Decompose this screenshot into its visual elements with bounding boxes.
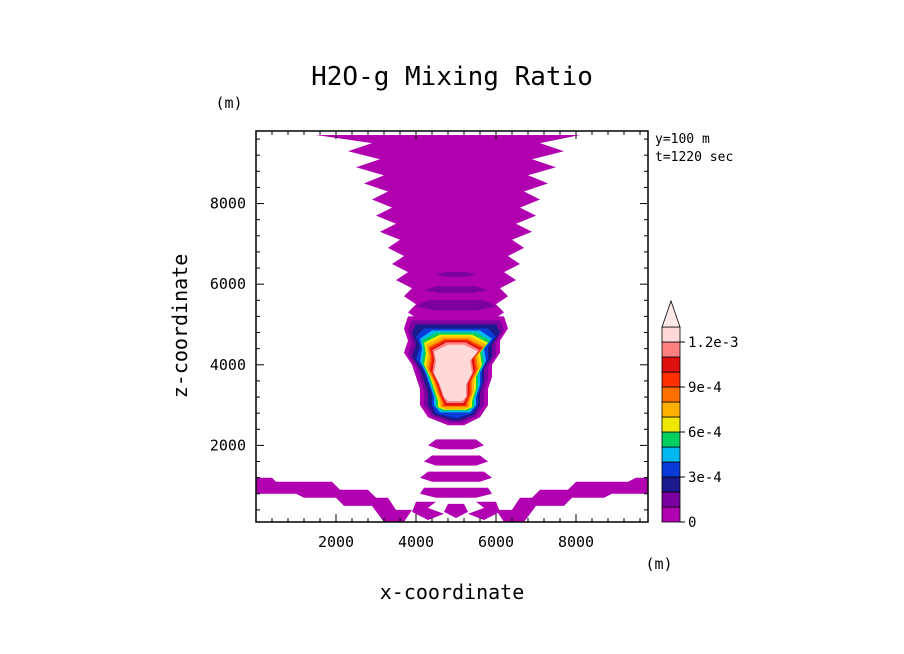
colorbar-swatch	[661, 326, 681, 343]
colorbar-label: 9e-4	[688, 380, 722, 396]
y-tick-label: 4000	[210, 356, 246, 374]
contour-region-ground-left	[256, 477, 412, 522]
y-tick-label: 6000	[210, 275, 246, 293]
contour-region-low-x-left	[412, 501, 444, 520]
contour-region-low-blob-3	[420, 471, 492, 482]
info-line-position: y=100 m	[655, 132, 710, 147]
contour-region-dark-band-2	[424, 286, 488, 293]
contour-fill-layer	[256, 135, 648, 522]
colorbar-swatch	[661, 371, 681, 388]
contour-region-core-12	[434, 344, 478, 402]
y-tick-label: 2000	[210, 436, 246, 454]
contour-region-low-x-mid	[444, 503, 468, 518]
colorbar-swatch	[661, 401, 681, 418]
contour-region-dark-band-1	[416, 300, 496, 311]
contour-region-dark-band-3	[436, 272, 476, 277]
y-tick-label: 8000	[210, 195, 246, 213]
plot-frame	[255, 130, 649, 523]
colorbar-swatch	[661, 506, 681, 523]
colorbar-swatch	[661, 341, 681, 358]
info-line-time: t=1220 sec	[655, 150, 733, 165]
x-tick-label: 4000	[398, 533, 434, 551]
colorbar-swatch	[661, 446, 681, 463]
contour-region-upper-plume	[316, 135, 580, 321]
y-axis-ticks: 2000 4000 6000 8000	[210, 138, 648, 511]
colorbar-label: 3e-4	[688, 470, 722, 486]
x-axis-label: x-coordinate	[380, 580, 525, 604]
contour-region-low-x-right	[468, 501, 500, 520]
colorbar-swatch	[661, 476, 681, 493]
colorbar-overflow-triangle	[661, 299, 681, 328]
y-axis-label: z-coordinate	[168, 254, 192, 399]
contour-region-ground-right	[496, 477, 648, 522]
colorbar-swatch	[661, 431, 681, 448]
x-tick-label: 6000	[478, 533, 514, 551]
x-tick-label: 8000	[558, 533, 594, 551]
x-tick-label: 2000	[318, 533, 354, 551]
colorbar-swatch	[661, 416, 681, 433]
contour-region-low-blob-4	[420, 487, 492, 498]
chart-title: H2O-g Mixing Ratio	[311, 62, 593, 92]
colorbar: 1.2e-3 9e-4 6e-4 3e-4 0	[661, 299, 739, 531]
y-unit-label: (m)	[215, 94, 242, 112]
colorbar-swatch	[661, 491, 681, 508]
colorbar-label: 0	[688, 515, 696, 531]
x-axis-ticks: 2000 4000 6000 8000	[255, 131, 641, 551]
colorbar-label: 6e-4	[688, 425, 722, 441]
x-unit-label: (m)	[645, 555, 672, 573]
colorbar-swatch	[661, 386, 681, 403]
contour-region-low-blob-1	[428, 439, 484, 450]
contour-region-low-blob-2	[424, 455, 488, 466]
colorbar-swatch	[661, 356, 681, 373]
colorbar-swatch	[661, 461, 681, 478]
colorbar-label: 1.2e-3	[688, 335, 739, 351]
